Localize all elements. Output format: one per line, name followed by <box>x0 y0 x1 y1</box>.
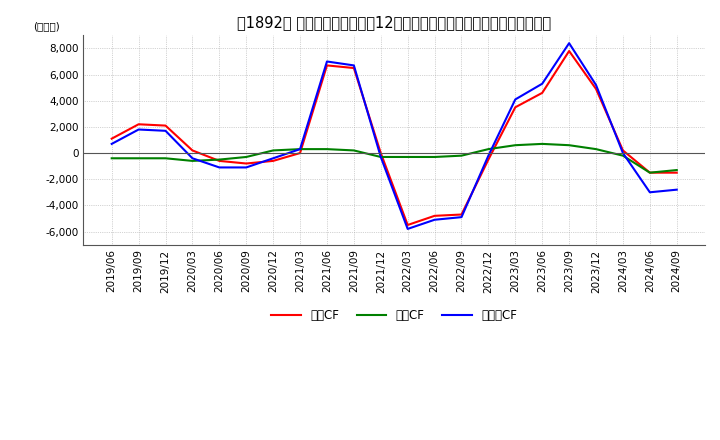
フリーCF <box>646 190 654 195</box>
営業CF <box>431 213 439 219</box>
営業CF <box>403 222 412 227</box>
フリーCF <box>269 156 277 161</box>
投資CF <box>188 158 197 164</box>
フリーCF <box>215 165 224 170</box>
営業CF <box>672 170 681 175</box>
フリーCF <box>403 226 412 231</box>
営業CF <box>323 63 331 68</box>
フリーCF <box>538 81 546 86</box>
投資CF <box>323 147 331 152</box>
営業CF <box>188 148 197 153</box>
フリーCF <box>484 153 492 158</box>
営業CF <box>215 158 224 164</box>
投資CF <box>592 147 600 152</box>
フリーCF <box>107 141 116 147</box>
フリーCF <box>296 147 305 152</box>
投資CF <box>646 170 654 175</box>
投資CF <box>215 157 224 162</box>
営業CF <box>377 150 385 156</box>
フリーCF <box>323 59 331 64</box>
営業CF <box>564 48 573 54</box>
投資CF <box>403 154 412 160</box>
営業CF <box>484 157 492 162</box>
投資CF <box>457 153 466 158</box>
営業CF <box>296 150 305 156</box>
Y-axis label: (百万円): (百万円) <box>33 21 60 31</box>
投資CF <box>296 147 305 152</box>
投資CF <box>242 154 251 160</box>
投資CF <box>538 141 546 147</box>
営業CF <box>457 212 466 217</box>
フリーCF <box>242 165 251 170</box>
投資CF <box>349 148 358 153</box>
営業CF <box>161 123 170 128</box>
Line: 投資CF: 投資CF <box>112 144 677 172</box>
営業CF <box>538 90 546 95</box>
フリーCF <box>457 214 466 220</box>
Title: 　1892、 キャッシュフローの12か月移動合計の対前年同期増減額の推移: 1892、 キャッシュフローの12か月移動合計の対前年同期増減額の推移 <box>237 15 552 30</box>
投資CF <box>564 143 573 148</box>
投資CF <box>269 148 277 153</box>
投資CF <box>672 167 681 172</box>
営業CF <box>349 66 358 71</box>
Legend: 営業CF, 投資CF, フリーCF: 営業CF, 投資CF, フリーCF <box>266 304 522 326</box>
フリーCF <box>161 128 170 133</box>
フリーCF <box>349 63 358 68</box>
営業CF <box>242 161 251 166</box>
投資CF <box>161 156 170 161</box>
フリーCF <box>618 150 627 156</box>
フリーCF <box>592 82 600 88</box>
フリーCF <box>511 97 520 102</box>
投資CF <box>377 154 385 160</box>
営業CF <box>646 170 654 175</box>
フリーCF <box>431 217 439 222</box>
投資CF <box>484 147 492 152</box>
営業CF <box>107 136 116 141</box>
Line: 営業CF: 営業CF <box>112 51 677 225</box>
フリーCF <box>135 127 143 132</box>
営業CF <box>269 158 277 164</box>
営業CF <box>511 105 520 110</box>
フリーCF <box>377 154 385 160</box>
フリーCF <box>564 40 573 46</box>
投資CF <box>135 156 143 161</box>
フリーCF <box>672 187 681 192</box>
Line: フリーCF: フリーCF <box>112 43 677 229</box>
投資CF <box>107 156 116 161</box>
投資CF <box>618 153 627 158</box>
投資CF <box>431 154 439 160</box>
投資CF <box>511 143 520 148</box>
営業CF <box>135 121 143 127</box>
営業CF <box>592 86 600 92</box>
営業CF <box>618 148 627 153</box>
フリーCF <box>188 156 197 161</box>
